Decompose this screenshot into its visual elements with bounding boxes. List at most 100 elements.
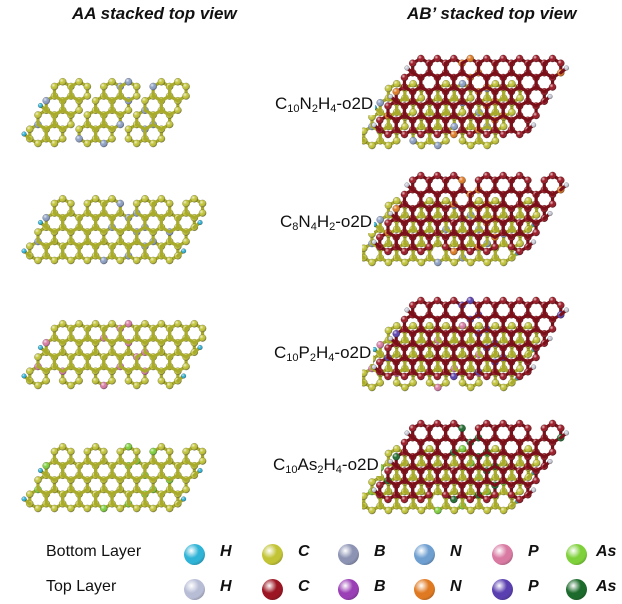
- aa-structure-1: [22, 78, 190, 147]
- aa-3-c-atom: [199, 334, 206, 341]
- aa-1-c-atom: [133, 83, 140, 90]
- ab-top-3-c-atom: [557, 302, 564, 309]
- ab-top-3-c-atom: [376, 359, 383, 366]
- aa-2-c-atom: [67, 200, 74, 207]
- ab-top-1-hetero-atom: [467, 55, 474, 62]
- aa-4-c-atom: [133, 448, 140, 455]
- aa-4-c-atom: [84, 505, 91, 512]
- aa-1-c-atom: [174, 107, 181, 114]
- aa-2-c-atom: [141, 195, 148, 202]
- ab-top-3-c-atom: [532, 297, 539, 304]
- ab-bottom-3-c-atom: [475, 322, 482, 329]
- ab-bottom-4-c-atom: [401, 507, 408, 514]
- ab-bottom-1-c-atom: [393, 137, 400, 144]
- aa-3-c-atom: [59, 377, 66, 384]
- ab-top-2-c-atom: [557, 177, 564, 184]
- ab-top-2-h-atom: [548, 211, 553, 216]
- ab-bottom-3-c-atom: [533, 336, 540, 343]
- legend-top-b-ball: [338, 579, 359, 600]
- aa-2-c-atom: [182, 238, 189, 245]
- legend-bottom-n-symbol: N: [450, 543, 462, 561]
- aa-3-c-atom: [26, 368, 33, 375]
- aa-column-title: AA stacked top view: [72, 4, 237, 24]
- aa-2-h-atom: [198, 220, 203, 225]
- aa-3-c-atom: [67, 382, 74, 389]
- aa-3-h-atom: [22, 374, 27, 379]
- aa-4-c-atom: [26, 491, 33, 498]
- ab-top-4-c-atom: [442, 491, 449, 498]
- aa-4-c-atom: [67, 448, 74, 455]
- ab-top-3-h-atom: [531, 365, 536, 370]
- ab-top-3-c-atom: [401, 373, 408, 380]
- ab-top-1-c-atom: [549, 83, 556, 90]
- ab-bottom-3-c-atom: [516, 365, 523, 372]
- ab-bottom-1-c-atom: [360, 128, 367, 135]
- ab-top-4-hetero-atom: [458, 425, 465, 432]
- ab-top-3-h-atom: [548, 336, 553, 341]
- ab-top-1-h-atom: [531, 123, 536, 128]
- ab-bottom-3-hetero-atom: [459, 322, 466, 329]
- ab-top-4-c-atom: [557, 425, 564, 432]
- ab-top-4-c-atom: [434, 420, 441, 427]
- aa-2-c-atom: [67, 257, 74, 264]
- ab-bottom-1-c-atom: [368, 142, 375, 149]
- aa-1-hetero-atom: [150, 83, 157, 90]
- ab-bottom-4-c-atom: [426, 445, 433, 452]
- aa-3-c-atom: [158, 320, 165, 327]
- aa-3-c-atom: [76, 377, 83, 384]
- ab-top-4-h-atom: [388, 459, 393, 464]
- aa-1-c-atom: [158, 135, 165, 142]
- ab-bottom-1-c-atom: [492, 80, 499, 87]
- formula-label-2: C8N4H2-o2D: [278, 212, 374, 233]
- ab-top-3-h-atom: [564, 308, 569, 313]
- ab-top-1-c-atom: [549, 55, 556, 62]
- ab-bottom-2-c-atom: [368, 259, 375, 266]
- ab-top-2-c-atom: [500, 172, 507, 179]
- ab-bottom-3-c-atom: [426, 322, 433, 329]
- ab-top-3-c-atom: [401, 316, 408, 323]
- aa-1-c-atom: [108, 135, 115, 142]
- ab-top-1-h-atom: [564, 66, 569, 71]
- ab-bottom-2-c-atom: [500, 259, 507, 266]
- ab-bottom-4-c-atom: [368, 478, 375, 485]
- ab-top-4-c-atom: [417, 496, 424, 503]
- ab-top-3-h-atom: [405, 308, 410, 313]
- ab-top-4-c-atom: [491, 491, 498, 498]
- ab-top-4-c-atom: [549, 448, 556, 455]
- ab-top-4-h-atom: [548, 459, 553, 464]
- aa-2-c-atom: [166, 200, 173, 207]
- legend-top-n-ball: [414, 579, 435, 600]
- ab-bottom-2-c-atom: [401, 259, 408, 266]
- ab-top-4-c-atom: [549, 420, 556, 427]
- ab-top-3-hetero-atom: [393, 330, 400, 337]
- ab-structure-3: [356, 297, 569, 391]
- ab-top-2-c-atom: [483, 172, 490, 179]
- aa-1-c-atom: [133, 111, 140, 118]
- ab-top-3-c-atom: [500, 297, 507, 304]
- ab-top-2-c-atom: [549, 200, 556, 207]
- ab-bottom-4-c-atom: [360, 493, 367, 500]
- ab-bottom-2-c-atom: [467, 259, 474, 266]
- aa-3-hetero-atom: [43, 339, 50, 346]
- ab-top-3-c-atom: [450, 297, 457, 304]
- ab-bottom-4-h-atom: [356, 499, 361, 504]
- aa-4-c-atom: [34, 505, 41, 512]
- legend-bottom-as-symbol: As: [596, 543, 616, 561]
- ab-bottom-3-c-atom: [410, 379, 417, 386]
- ab-bottom-1-c-atom: [459, 109, 466, 116]
- aa-2-c-atom: [182, 200, 189, 207]
- ab-bottom-3-hetero-atom: [377, 341, 384, 348]
- aa-1-h-atom: [38, 103, 43, 108]
- aa-3-c-atom: [51, 325, 58, 332]
- ab-bottom-2-hetero-atom: [377, 216, 384, 223]
- ab-top-2-hetero-atom: [458, 177, 465, 184]
- ab-top-3-h-atom: [388, 336, 393, 341]
- aa-1-c-atom: [92, 97, 99, 104]
- ab-top-3-hetero-atom: [450, 373, 457, 380]
- ab-bottom-3-c-atom: [525, 322, 532, 329]
- aa-3-c-atom: [76, 320, 83, 327]
- ab-top-2-c-atom: [450, 172, 457, 179]
- legend-bottom-b-symbol: B: [374, 543, 386, 561]
- ab-bottom-4-c-atom: [492, 445, 499, 452]
